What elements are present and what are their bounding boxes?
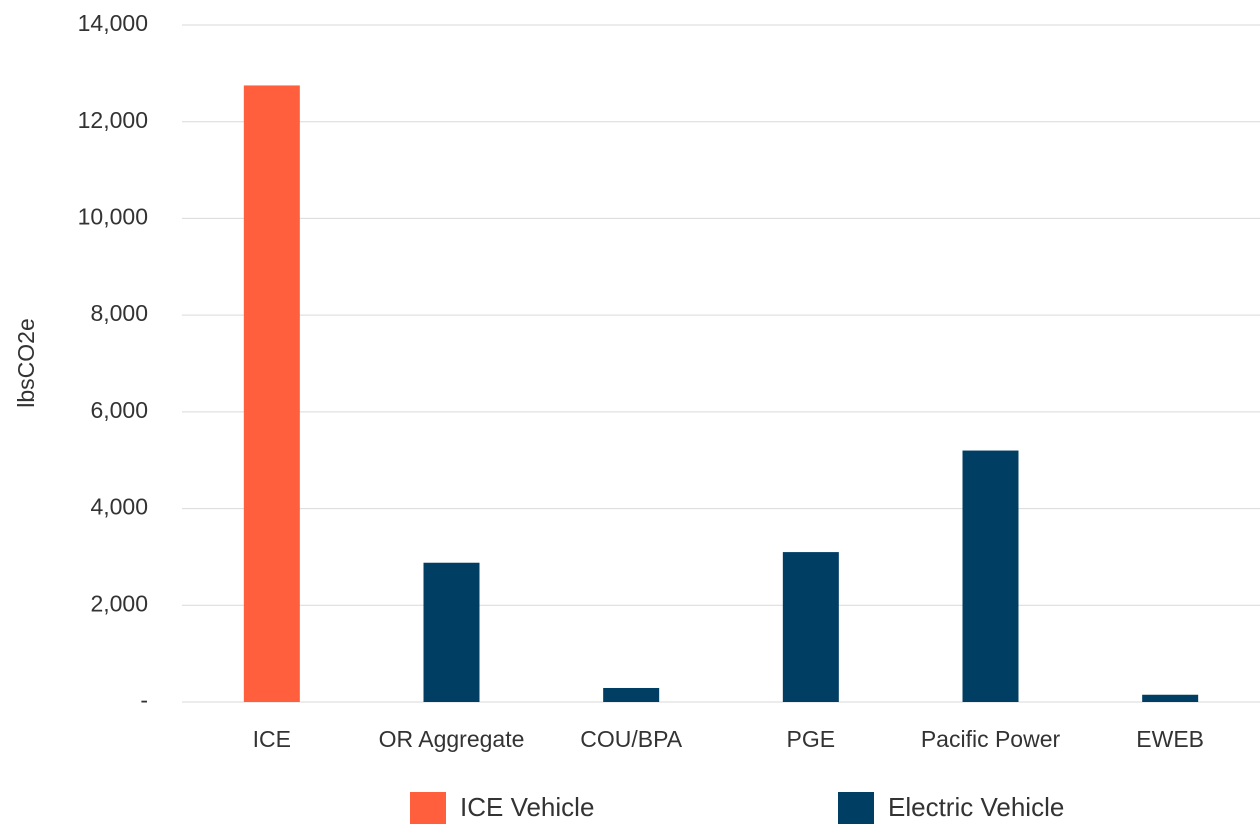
x-tick-label: ICE [253, 726, 291, 752]
y-tick-label: 10,000 [78, 204, 148, 230]
bar [243, 85, 300, 703]
y-tick-label: 14,000 [78, 10, 148, 36]
y-tick-label: 6,000 [90, 397, 148, 423]
legend-swatch [838, 792, 874, 824]
y-axis-label: lbsCO2e [13, 318, 39, 407]
y-tick-label: 8,000 [90, 300, 148, 326]
y-tick-label: 4,000 [90, 494, 148, 520]
x-tick-label: Pacific Power [921, 726, 1061, 752]
legend-label: Electric Vehicle [888, 792, 1064, 822]
x-tick-label: EWEB [1136, 726, 1204, 752]
x-tick-label: PGE [787, 726, 836, 752]
bar [962, 450, 1019, 702]
y-tick-label: 12,000 [78, 107, 148, 133]
bar [603, 687, 660, 702]
x-tick-label: OR Aggregate [379, 726, 525, 752]
x-tick-label: COU/BPA [580, 726, 682, 752]
y-tick-label: - [140, 687, 148, 713]
bar [782, 552, 839, 702]
bar [423, 562, 480, 702]
bar [1142, 694, 1199, 702]
legend-label: ICE Vehicle [460, 792, 594, 822]
legend-swatch [410, 792, 446, 824]
y-tick-label: 2,000 [90, 590, 148, 616]
